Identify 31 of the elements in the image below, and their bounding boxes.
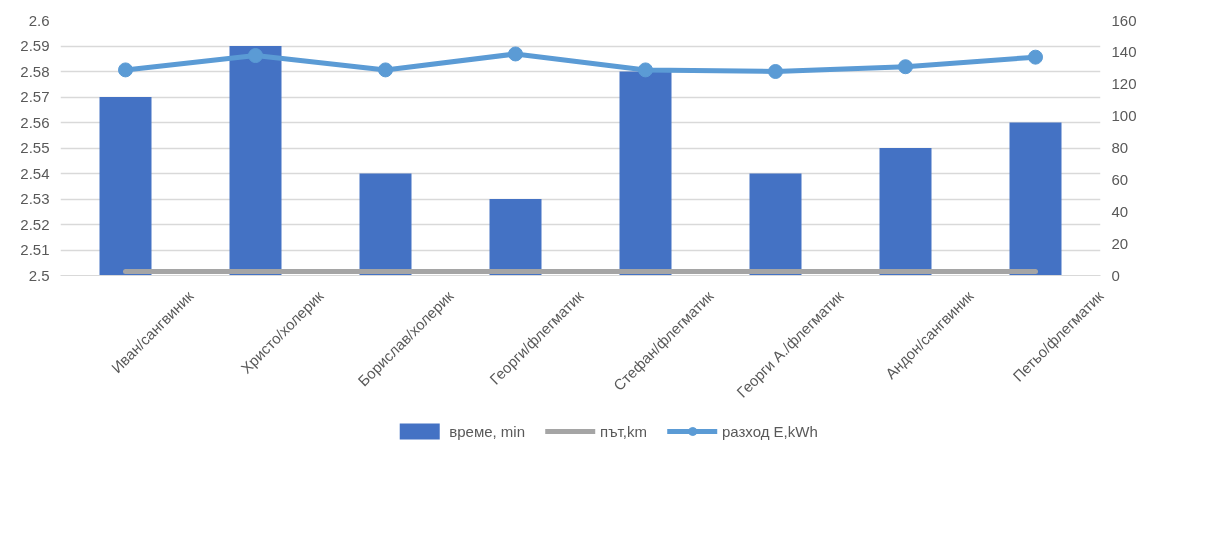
y-tick-label: 2.6 [28,11,50,29]
y2-tick-label: 120 [1111,75,1137,93]
y-tick-label: 2.54 [20,164,50,182]
point [118,62,133,78]
y-tick-label: 2.5 [28,266,50,284]
point [378,62,393,78]
y-tick-label: 2.57 [20,88,50,105]
legend-label: време, min [449,422,526,440]
y-tick-label: 2.59 [20,37,50,54]
y2-tick-label: 160 [1111,11,1137,29]
y-tick-label: 2.51 [20,241,50,258]
y2-tick-label: 20 [1111,234,1129,252]
y2-tick-label: 0 [1111,266,1120,284]
point [508,46,523,62]
point [638,62,653,78]
legend-label: път,km [600,422,647,440]
y2-tick-label: 80 [1111,139,1129,156]
point [1028,49,1043,65]
y-tick-label: 2.56 [20,113,50,131]
y-tick-label: 2.53 [20,190,50,207]
point [898,59,913,75]
y2-tick-label: 100 [1111,107,1137,125]
legend-label: разход E,kWh [721,422,818,440]
y2-tick-label: 60 [1111,170,1129,188]
y-tick-label: 2.52 [20,215,50,233]
y-tick-label: 2.58 [20,62,50,80]
point [248,48,263,64]
y2-tick-label: 40 [1111,202,1129,220]
y-tick-label: 2.55 [20,139,50,156]
y2-tick-label: 140 [1111,43,1137,61]
point [768,64,783,79]
